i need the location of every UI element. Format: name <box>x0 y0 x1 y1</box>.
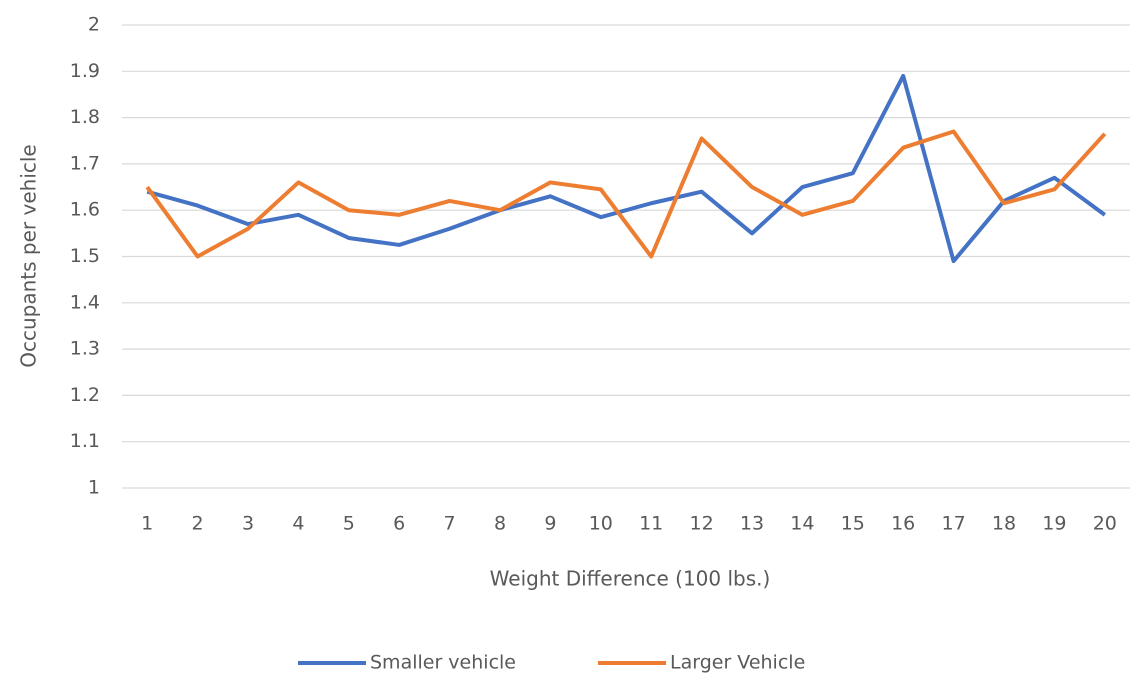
x-tick-label: 6 <box>393 513 405 535</box>
series-line <box>146 73 1106 264</box>
y-tick-label: 1.5 <box>70 245 100 267</box>
x-tick-label: 17 <box>942 513 966 535</box>
x-tick-label: 1 <box>141 513 153 535</box>
x-tick-label: 15 <box>841 513 865 535</box>
x-tick-label: 18 <box>992 513 1016 535</box>
x-tick-label: 14 <box>790 513 814 535</box>
y-tick-label: 1.6 <box>70 199 100 221</box>
x-tick-label: 11 <box>639 513 663 535</box>
x-tick-label: 12 <box>690 513 714 535</box>
x-axis-title: Weight Difference (100 lbs.) <box>490 567 771 591</box>
y-tick-label: 1.1 <box>70 430 100 452</box>
y-tick-label: 1.2 <box>70 384 100 406</box>
series-line <box>145 129 1107 259</box>
legend-label: Larger Vehicle <box>670 652 805 674</box>
x-tick-label: 5 <box>343 513 355 535</box>
y-axis-title: Occupants per vehicle <box>17 144 41 367</box>
y-tick-label: 1.7 <box>70 152 100 174</box>
x-tick-label: 3 <box>242 513 254 535</box>
y-tick-label: 1.3 <box>70 338 100 360</box>
x-tick-label: 19 <box>1042 513 1066 535</box>
x-tick-label: 7 <box>444 513 456 535</box>
x-tick-label: 2 <box>192 513 204 535</box>
legend-label: Smaller vehicle <box>370 652 516 674</box>
x-tick-label: 16 <box>891 513 915 535</box>
y-tick-label: 2 <box>88 14 100 36</box>
y-tick-label: 1.9 <box>70 60 100 82</box>
y-tick-label: 1 <box>88 477 100 499</box>
y-tick-label: 1.8 <box>70 106 100 128</box>
y-tick-label: 1.4 <box>70 291 100 313</box>
x-tick-label: 20 <box>1093 513 1117 535</box>
x-tick-label: 8 <box>494 513 506 535</box>
x-tick-label: 10 <box>589 513 613 535</box>
x-tick-label: 9 <box>544 513 556 535</box>
x-tick-label: 4 <box>292 513 304 535</box>
x-tick-label: 13 <box>740 513 764 535</box>
